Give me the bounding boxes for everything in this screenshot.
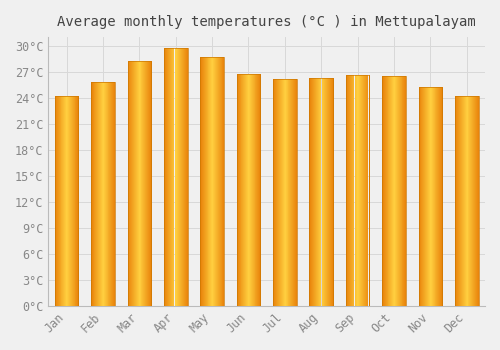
Bar: [91, 82, 115, 306]
Bar: [418, 86, 442, 306]
Bar: [200, 57, 224, 306]
Bar: [273, 79, 296, 306]
Bar: [164, 48, 188, 306]
Bar: [236, 74, 260, 306]
Title: Average monthly temperatures (°C ) in Mettupalayam: Average monthly temperatures (°C ) in Me…: [58, 15, 476, 29]
Bar: [310, 78, 333, 306]
Bar: [382, 76, 406, 306]
Bar: [346, 75, 370, 306]
Bar: [455, 96, 478, 306]
Bar: [128, 61, 151, 306]
Bar: [54, 96, 78, 306]
